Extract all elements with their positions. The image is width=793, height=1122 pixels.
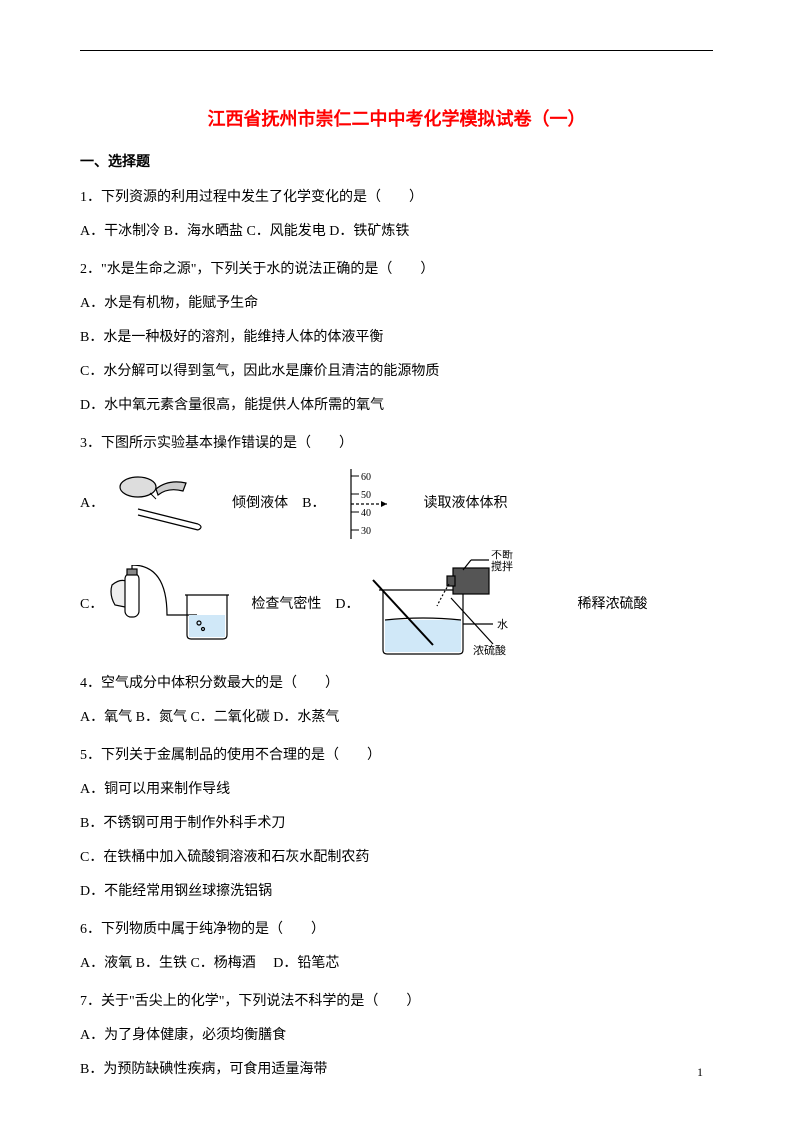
tick-50: 50 — [361, 490, 371, 501]
question-4: 4．空气成分中体积分数最大的是（ ） A．氧气 B．氮气 C．二氧化碳 D．水蒸… — [80, 670, 713, 732]
question-2: 2．"水是生命之源"，下列关于水的说法正确的是（ ） A．水是有机物，能赋予生命… — [80, 256, 713, 420]
q1-stem: 1．下列资源的利用过程中发生了化学变化的是（ ） — [80, 184, 713, 212]
tick-60: 60 — [361, 472, 371, 483]
q3-d-cap: 稀释浓硫酸 — [577, 591, 647, 619]
question-3: 3．下图所示实验基本操作错误的是（ ） A． 倾倒液体 B． — [80, 430, 713, 660]
q3-fig-a — [108, 469, 218, 539]
q3-row2: C． — [80, 550, 713, 660]
pour-liquid-icon — [108, 469, 218, 539]
q5-opt-d: D．不能经常用钢丝球擦洗铝锅 — [80, 878, 713, 906]
q5-stem: 5．下列关于金属制品的使用不合理的是（ ） — [80, 742, 713, 770]
q7-opt-a: A．为了身体健康，必须均衡膳食 — [80, 1022, 713, 1050]
q3-c-cap: 检查气密性 — [251, 591, 321, 619]
airtight-check-icon — [107, 565, 237, 645]
q3-fig-b: 60 50 40 30 — [329, 464, 409, 544]
q5-opt-a: A．铜可以用来制作导线 — [80, 776, 713, 804]
q6-options: A．液氧 B．生铁 C．杨梅酒 D．铅笔芯 — [80, 950, 713, 978]
q5-opt-b: B．不锈钢可用于制作外科手术刀 — [80, 810, 713, 838]
q2-opt-a: A．水是有机物，能赋予生命 — [80, 290, 713, 318]
q7-opt-b: B．为预防缺碘性疾病，可食用适量海带 — [80, 1056, 713, 1084]
q3-row1: A． 倾倒液体 B． — [80, 464, 713, 544]
question-7: 7．关于"舌尖上的化学"，下列说法不科学的是（ ） A．为了身体健康，必须均衡膳… — [80, 988, 713, 1084]
water-label: 水 — [497, 618, 508, 631]
stir-label-1: 不断 — [491, 550, 513, 561]
tick-40: 40 — [361, 508, 371, 519]
q2-stem: 2．"水是生命之源"，下列关于水的说法正确的是（ ） — [80, 256, 713, 284]
section-heading-1: 一、选择题 — [80, 152, 713, 174]
q2-opt-d: D．水中氧元素含量很高，能提供人体所需的氧气 — [80, 392, 713, 420]
q3-d-label: D． — [335, 591, 359, 619]
acid-label: 浓硫酸 — [473, 643, 506, 657]
q4-options: A．氧气 B．氮气 C．二氧化碳 D．水蒸气 — [80, 704, 713, 732]
q3-c-label: C． — [80, 591, 103, 619]
q7-stem: 7．关于"舌尖上的化学"，下列说法不科学的是（ ） — [80, 988, 713, 1016]
q2-opt-b: B．水是一种极好的溶剂，能维持人体的体液平衡 — [80, 324, 713, 352]
q3-b-cap: 读取液体体积 — [423, 490, 507, 518]
q5-opt-c: C．在铁桶中加入硫酸铜溶液和石灰水配制农药 — [80, 844, 713, 872]
q3-a-cap: 倾倒液体 — [232, 490, 288, 518]
exam-title: 江西省抚州市崇仁二中中考化学模拟试卷（一） — [80, 105, 713, 134]
question-6: 6．下列物质中属于纯净物的是（ ） A．液氧 B．生铁 C．杨梅酒 D．铅笔芯 — [80, 916, 713, 978]
page-number: 1 — [697, 1063, 703, 1082]
tick-30: 30 — [361, 526, 371, 537]
q3-b-label: B． — [302, 490, 325, 518]
q6-stem: 6．下列物质中属于纯净物的是（ ） — [80, 916, 713, 944]
q3-fig-c — [107, 565, 237, 645]
question-5: 5．下列关于金属制品的使用不合理的是（ ） A．铜可以用来制作导线 B．不锈钢可… — [80, 742, 713, 906]
dilute-acid-icon: 不断 搅拌 水 浓硫酸 — [363, 550, 563, 660]
q3-a-label: A． — [80, 490, 104, 518]
stir-label-2: 搅拌 — [491, 559, 513, 573]
header-rule — [80, 50, 713, 51]
q2-opt-c: C．水分解可以得到氢气，因此水是廉价且清洁的能源物质 — [80, 358, 713, 386]
question-1: 1．下列资源的利用过程中发生了化学变化的是（ ） A．干冰制冷 B．海水晒盐 C… — [80, 184, 713, 246]
q3-fig-d: 不断 搅拌 水 浓硫酸 — [363, 550, 563, 660]
q4-stem: 4．空气成分中体积分数最大的是（ ） — [80, 670, 713, 698]
q1-options: A．干冰制冷 B．海水晒盐 C．风能发电 D．铁矿炼铁 — [80, 218, 713, 246]
q3-stem: 3．下图所示实验基本操作错误的是（ ） — [80, 430, 713, 458]
graduated-cylinder-icon: 60 50 40 30 — [329, 464, 409, 544]
